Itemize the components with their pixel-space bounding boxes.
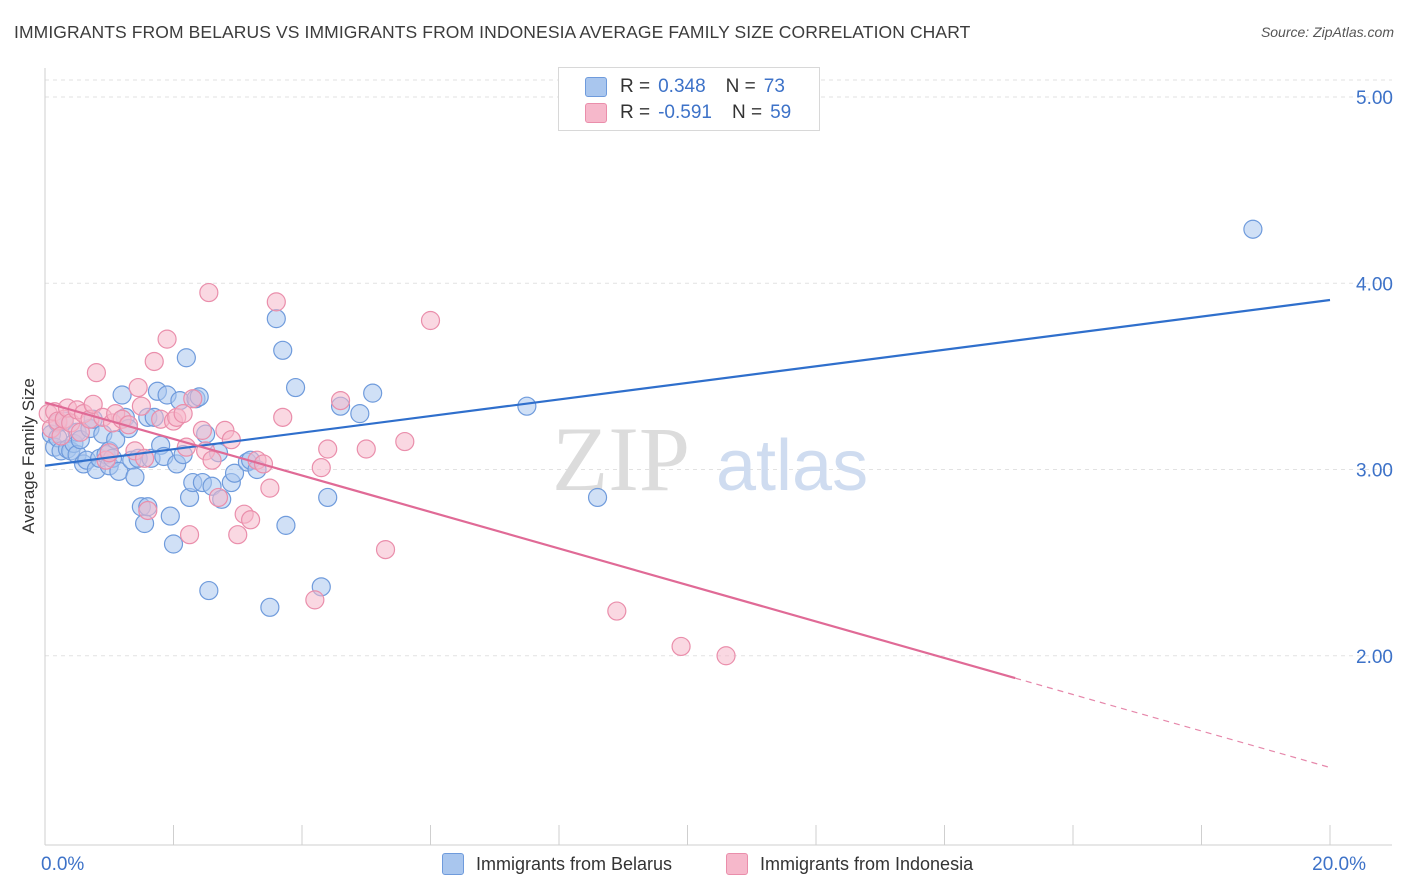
grid-layer [45,79,1392,657]
x-tick-label: 20.0% [1312,854,1366,875]
belarus-point [350,404,370,424]
correlation-legend: R = 0.348 N = 73 R = -0.591 N = 59 [558,67,820,131]
indonesia-point [260,478,280,498]
indonesia-point [318,439,338,459]
belarus-point [125,467,145,487]
indonesia-point [118,415,139,435]
series-legend-belarus: Immigrants from Belarus [442,852,672,876]
indonesia-point [192,420,213,440]
indonesia-point [183,389,203,409]
belarus-point [363,383,383,403]
belarus-point [276,515,296,535]
legend-r-value: -0.591 [658,102,712,123]
trend-layer [44,298,1331,769]
indonesia-point [273,407,293,427]
y-tick-label: 5.00 [1356,88,1393,109]
indonesia-point [173,404,193,424]
indonesia-point [716,646,736,666]
belarus-point [517,396,537,416]
indonesia-point [671,636,691,657]
trendline-indonesia [44,401,1016,680]
belarus-point [176,348,196,368]
indonesia-point [128,377,148,398]
indonesia-point [395,431,415,452]
belarus-point [224,463,245,483]
belarus-point [260,597,280,617]
x-tick-label: 0.0% [41,854,84,875]
legend-n-label: N = [731,102,763,123]
indonesia-point [228,525,248,545]
indonesia-point [241,510,261,530]
indonesia-point [202,450,222,470]
belarus-point [318,487,338,508]
source-credit: Source: ZipAtlas.com [1260,24,1394,40]
series-legend-indonesia: Immigrants from Indonesia [726,852,973,876]
indonesia-point [221,430,241,450]
indonesia-point [330,390,351,411]
indonesia-point [305,590,325,610]
legend-n-value: 73 [763,76,785,97]
belarus-point [285,377,306,398]
indonesia-point [70,422,90,442]
series-label-belarus: Immigrants from Belarus [476,853,673,874]
belarus-point [112,385,132,405]
indonesia-point [144,351,164,372]
legend-row-belarus: R = 0.348 N = 73 [585,75,785,99]
indonesia-point [138,500,158,521]
legend-swatch-belarus [585,77,607,97]
indonesia-point [311,458,331,478]
belarus-point [266,309,286,329]
chart-title: IMMIGRANTS FROM BELARUS VS IMMIGRANTS FR… [14,22,971,42]
legend-r-label: R = [620,102,651,123]
y-tick-label: 4.00 [1356,274,1393,295]
series-swatch-indonesia [726,853,748,875]
belarus-point [587,487,608,508]
legend-r-label: R = [620,76,651,97]
indonesia-point [199,282,219,303]
belarus-point [273,340,293,360]
trendline-belarus [44,298,1331,467]
indonesia-point [157,329,177,349]
indonesia-point [179,525,200,545]
belarus-point [1243,219,1263,239]
axis-layer: 5.00 4.00 3.00 2.00 0.0% 20.0% [41,68,1393,875]
trendline-indonesia-extension [1015,677,1331,769]
legend-n-label: N = [725,76,756,97]
legend-row-indonesia: R = -0.591 N = 59 [585,101,791,125]
indonesia-point [86,363,107,383]
y-tick-label: 3.00 [1356,461,1393,482]
points-layer [38,219,1263,666]
indonesia-point [375,539,396,560]
series-swatch-belarus [442,853,464,875]
indonesia-point [420,310,441,331]
indonesia-point [356,439,376,459]
belarus-point [199,580,219,601]
watermark-atlas: atlas [716,426,868,506]
watermark: ZIP atlas [552,408,868,510]
indonesia-point [607,601,627,621]
y-tick-label: 2.00 [1356,647,1393,668]
belarus-point [160,506,180,526]
watermark-zip: ZIP [552,408,690,510]
y-axis-label: Average Family Size [19,378,38,534]
series-label-indonesia: Immigrants from Indonesia [760,853,974,874]
legend-n-value: 59 [770,102,792,123]
legend-r-value: 0.348 [658,76,706,97]
indonesia-point [266,292,286,312]
belarus-point [163,534,184,554]
indonesia-point [131,396,151,416]
indonesia-point [83,394,103,414]
legend-swatch-indonesia [585,103,607,123]
indonesia-point [208,487,229,508]
